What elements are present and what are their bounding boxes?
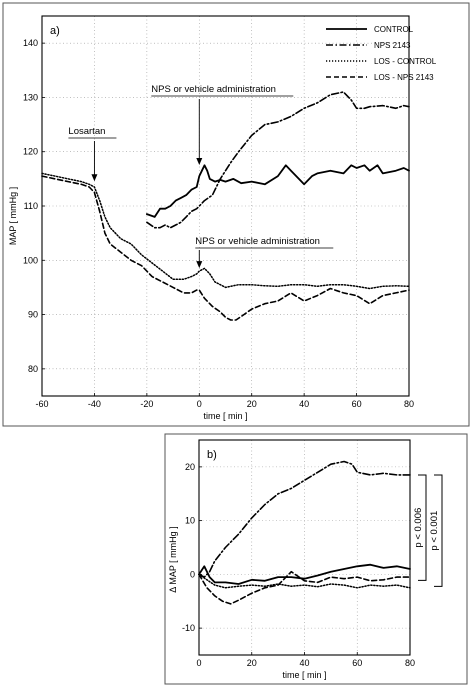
pa-panel-label: a): [50, 25, 60, 37]
significance-label: p < 0.006: [413, 508, 424, 548]
pb-panel-label: b): [207, 449, 217, 461]
pb-series-los-nps-2143: [198, 570, 411, 605]
legend-label-control: CONTROL: [374, 25, 414, 34]
significance-bracket: [434, 474, 443, 587]
pa-x-tick-label: 0: [197, 399, 202, 409]
significance-label: p < 0.001: [429, 511, 440, 551]
pa-x-tick-label: 80: [404, 399, 414, 409]
pa-x-tick-label: -20: [140, 399, 153, 409]
pa-x-tick-label: 40: [299, 399, 309, 409]
pb-y-tick-label: 0: [190, 569, 195, 579]
pb-x-tick-label: 40: [299, 658, 309, 668]
pa-y-tick-label: 120: [23, 147, 38, 157]
pb-series-nps-2143: [198, 460, 411, 578]
pa-y-tick-label: 80: [28, 364, 38, 374]
pb-series-los-control: [198, 573, 411, 589]
pa-series-los-nps-2143: [41, 175, 410, 321]
pa-series-nps-2143: [146, 91, 410, 229]
pa-y-tick-label: 130: [23, 92, 38, 102]
pa-series-los-control: [41, 172, 410, 290]
pa-y-tick-label: 90: [28, 310, 38, 320]
pa-series-control: [145, 164, 410, 218]
significance-bracket: [418, 474, 427, 581]
pa-y-axis-label: MAP [ mmHg ]: [8, 187, 18, 245]
pa-y-tick-label: 110: [24, 201, 38, 211]
pa-y-tick-label: 100: [23, 255, 38, 265]
annotation-label: NPS or vehicle administration: [151, 84, 276, 95]
pa-x-tick-label: -60: [35, 399, 48, 409]
panel-a-outer-frame: [2, 2, 470, 427]
panel-b: 0 20 40 60 80 -10 0 10 20 time [ min ] Δ MAP [ mmH…: [168, 439, 443, 680]
legend-label-los-control: LOS - CONTROL: [374, 57, 437, 66]
pa-x-tick-label: -40: [88, 399, 101, 409]
pb-y-tick-label: -10: [182, 623, 195, 633]
pb-series-control: [198, 563, 411, 585]
legend-label-nps-2143: NPS 2143: [374, 41, 411, 50]
annotation-label: Losartan: [68, 126, 105, 137]
pa-x-tick-label: 60: [352, 399, 362, 409]
pb-y-axis-label: Δ MAP [ mmHg ]: [168, 526, 178, 592]
pb-y-tick-label: 10: [185, 516, 195, 526]
pb-x-tick-label: 20: [247, 658, 257, 668]
pa-y-tick-label: 140: [23, 38, 38, 48]
pb-y-tick-label: 20: [185, 462, 195, 472]
annotation-arrow-head: [91, 174, 98, 182]
pb-x-tick-label: 80: [405, 658, 415, 668]
panel-b-outer-frame: [164, 433, 468, 685]
panel-a: -60 -40 -20 0 20 40 60 80 80 90 100 110 120 130 140 tim…: [8, 15, 437, 421]
pb-x-axis-label: time [ min ]: [282, 670, 326, 680]
annotation-arrow-head: [196, 158, 203, 165]
pa-x-tick-label: 20: [247, 399, 257, 409]
legend-label-los-nps-2143: LOS - NPS 2143: [374, 73, 434, 82]
pb-x-tick-label: 0: [196, 658, 201, 668]
annotation-label: NPS or vehicle administration: [195, 236, 320, 247]
annotation-arrow-head: [196, 261, 203, 269]
pb-x-tick-label: 60: [352, 658, 362, 668]
pa-x-axis-label: time [ min ]: [203, 411, 247, 421]
